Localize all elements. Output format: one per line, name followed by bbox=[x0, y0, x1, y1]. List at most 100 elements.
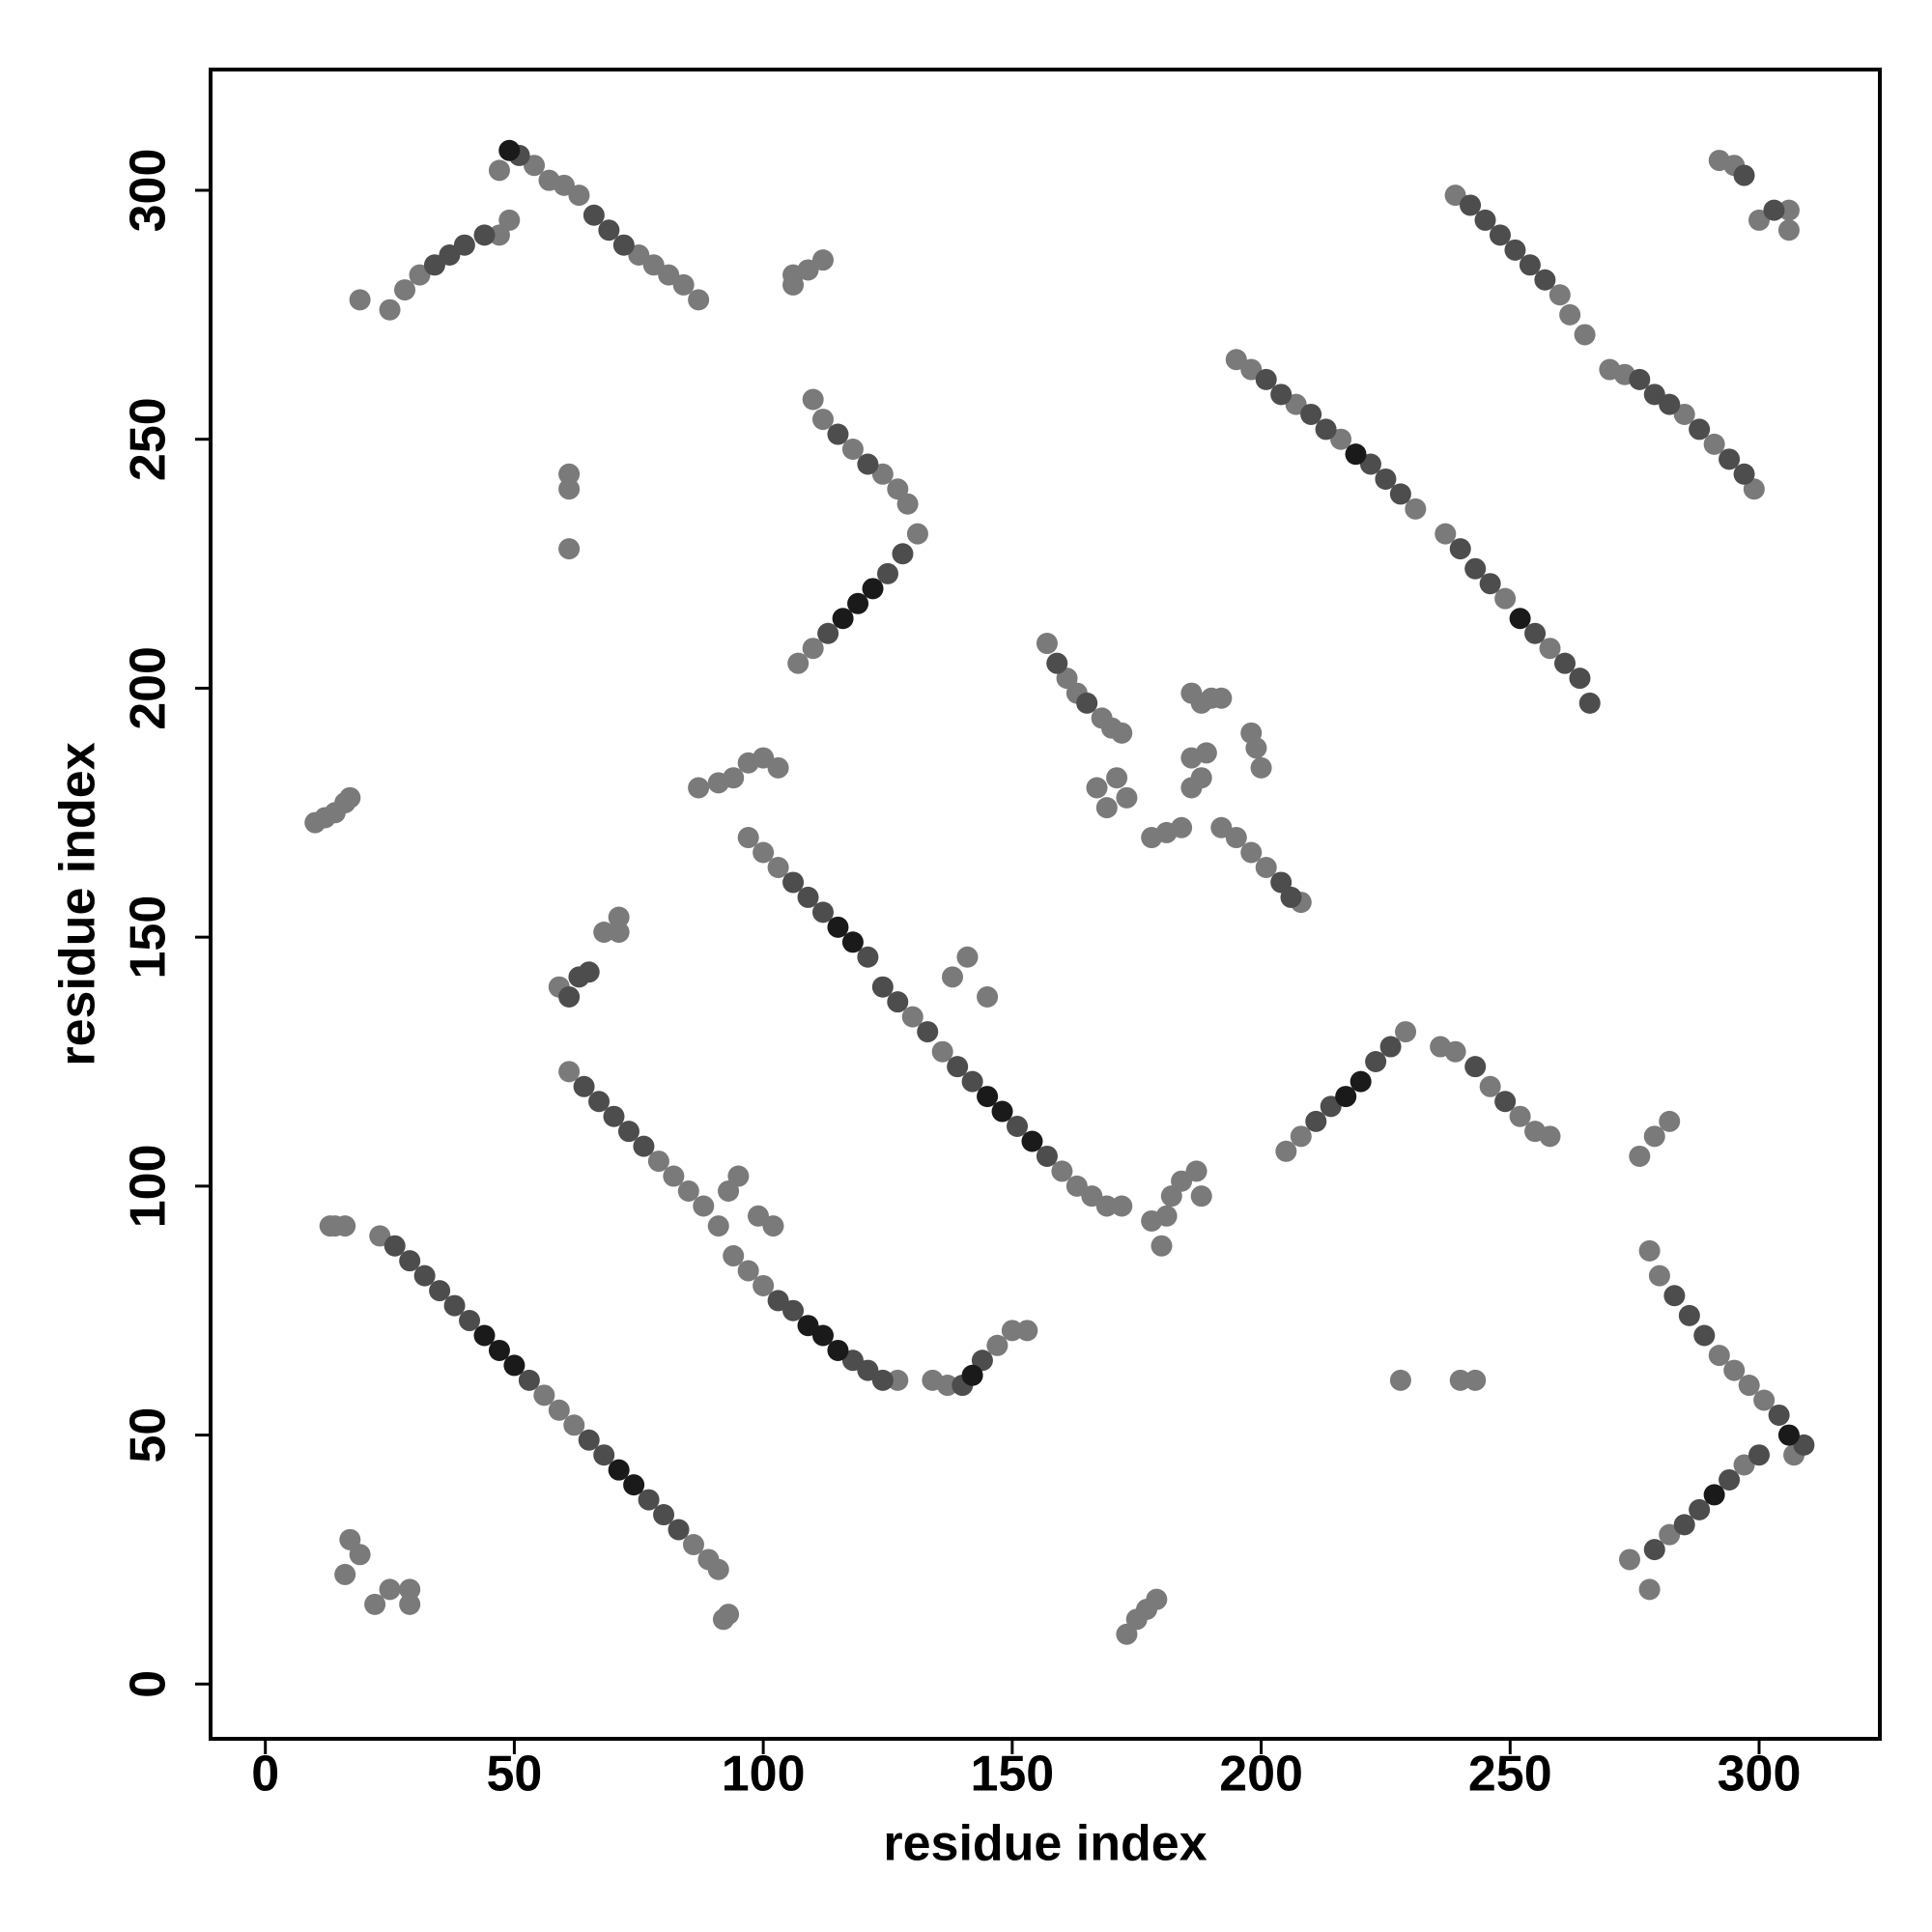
point bbox=[986, 1334, 1009, 1356]
point bbox=[582, 204, 605, 226]
point bbox=[811, 901, 834, 923]
point bbox=[782, 871, 805, 894]
point bbox=[1449, 538, 1471, 560]
point bbox=[871, 976, 894, 998]
plot-frame bbox=[209, 68, 1882, 1741]
point bbox=[718, 1180, 740, 1203]
point bbox=[628, 244, 650, 266]
y-tick-label: 250 bbox=[121, 397, 177, 481]
point bbox=[1255, 856, 1277, 878]
point bbox=[558, 463, 581, 485]
point bbox=[991, 1100, 1013, 1122]
point bbox=[1195, 742, 1217, 764]
point bbox=[1768, 1404, 1790, 1426]
point bbox=[1719, 1468, 1741, 1491]
point bbox=[782, 1299, 805, 1321]
point bbox=[1001, 1320, 1023, 1342]
point bbox=[1444, 1040, 1466, 1063]
x-tick-label: 100 bbox=[722, 1747, 806, 1803]
point bbox=[558, 538, 581, 560]
point bbox=[1738, 1375, 1760, 1397]
point bbox=[1618, 1548, 1640, 1571]
point bbox=[453, 234, 475, 256]
point bbox=[1629, 1145, 1651, 1167]
point bbox=[642, 254, 665, 276]
point bbox=[827, 423, 849, 445]
point bbox=[857, 946, 879, 968]
point bbox=[896, 493, 919, 515]
point bbox=[753, 747, 775, 769]
point bbox=[1559, 303, 1581, 326]
point bbox=[1280, 886, 1302, 908]
point bbox=[1777, 199, 1800, 221]
point bbox=[887, 1369, 909, 1391]
point bbox=[917, 1021, 939, 1043]
point bbox=[737, 1260, 759, 1282]
point bbox=[1578, 692, 1601, 714]
point bbox=[811, 249, 834, 271]
point bbox=[633, 1135, 655, 1157]
point bbox=[1489, 224, 1511, 246]
point bbox=[1643, 1125, 1665, 1148]
point bbox=[1673, 403, 1695, 425]
point bbox=[1225, 827, 1247, 849]
point bbox=[707, 1215, 729, 1237]
x-tick-label: 50 bbox=[486, 1747, 542, 1803]
point bbox=[862, 578, 884, 600]
point bbox=[1056, 668, 1078, 690]
point bbox=[1330, 428, 1352, 450]
point bbox=[608, 921, 630, 943]
point bbox=[1643, 384, 1665, 406]
x-tick-label: 250 bbox=[1468, 1747, 1552, 1803]
point bbox=[1494, 587, 1517, 610]
point bbox=[1151, 1235, 1173, 1257]
point bbox=[1539, 638, 1561, 660]
point bbox=[753, 1274, 775, 1296]
point bbox=[1275, 1140, 1297, 1162]
point bbox=[1638, 1578, 1661, 1601]
point bbox=[1648, 1264, 1670, 1287]
point bbox=[658, 264, 680, 286]
point bbox=[1395, 1021, 1417, 1043]
point bbox=[797, 1315, 819, 1337]
point bbox=[797, 886, 819, 908]
point bbox=[1659, 1523, 1681, 1546]
point bbox=[503, 1354, 526, 1377]
point bbox=[369, 1225, 391, 1247]
point bbox=[1539, 1125, 1561, 1148]
point bbox=[1076, 692, 1098, 714]
point bbox=[1285, 393, 1307, 415]
point bbox=[384, 1235, 406, 1257]
point bbox=[578, 1429, 600, 1451]
point bbox=[1171, 816, 1193, 838]
point bbox=[1016, 1320, 1038, 1342]
point bbox=[1777, 1424, 1800, 1446]
point bbox=[802, 388, 824, 411]
point bbox=[1703, 433, 1725, 455]
point bbox=[379, 298, 401, 321]
point bbox=[1719, 448, 1741, 470]
point bbox=[379, 1578, 401, 1601]
point bbox=[712, 1608, 734, 1631]
point bbox=[1693, 1324, 1716, 1347]
point bbox=[1111, 722, 1133, 744]
point bbox=[1548, 284, 1571, 306]
point bbox=[782, 273, 805, 296]
point bbox=[1190, 1185, 1212, 1208]
point bbox=[1095, 797, 1118, 819]
point bbox=[1663, 1285, 1686, 1307]
point bbox=[1210, 816, 1233, 838]
point bbox=[1036, 1145, 1058, 1167]
point bbox=[1678, 1304, 1700, 1326]
point bbox=[977, 986, 999, 1008]
point bbox=[906, 523, 928, 545]
point bbox=[1375, 468, 1397, 490]
point bbox=[1315, 418, 1337, 440]
point bbox=[841, 439, 864, 461]
point bbox=[1479, 1075, 1501, 1097]
point bbox=[1350, 1070, 1372, 1093]
point bbox=[1210, 687, 1233, 709]
point bbox=[901, 1006, 923, 1028]
point bbox=[548, 1399, 570, 1421]
